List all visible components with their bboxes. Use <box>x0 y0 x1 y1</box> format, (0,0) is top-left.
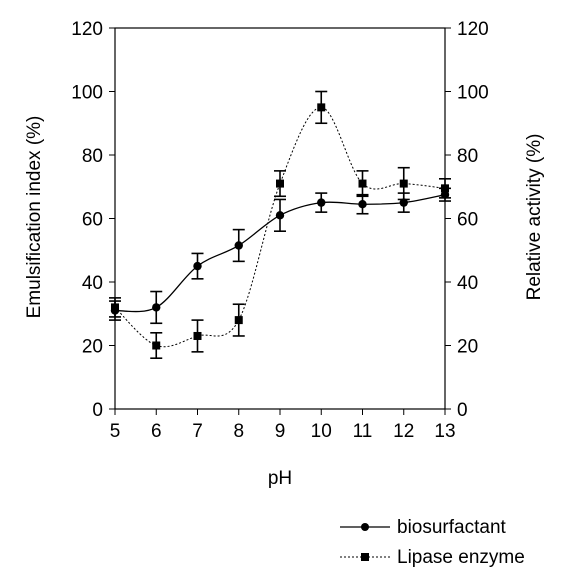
data-point-lipase-enzyme-10 <box>317 103 326 112</box>
x-tick-label-5: 5 <box>110 421 121 442</box>
y-axis-label-left: Emulsification index (%) <box>24 116 45 319</box>
data-point-lipase-enzyme-12 <box>399 179 408 188</box>
x-tick-label-12: 12 <box>393 421 414 442</box>
y-left-tick-label-120: 120 <box>71 19 103 40</box>
data-point-biosurfactant-8 <box>234 241 243 250</box>
y-left-tick-label-60: 60 <box>82 210 103 231</box>
y-left-tick-label-40: 40 <box>82 273 103 294</box>
data-point-biosurfactant-9 <box>275 211 285 220</box>
x-tick-label-7: 7 <box>192 421 203 442</box>
y-right-tick-label-20: 20 <box>457 337 478 358</box>
data-point-lipase-enzyme-13 <box>441 184 449 193</box>
data-point-biosurfactant-6 <box>152 303 161 312</box>
legend: biosurfactant Lipase enzyme <box>340 517 525 568</box>
y-right-tick-label-120: 120 <box>457 19 489 40</box>
legend-label-biosurfactant: biosurfactant <box>397 517 507 538</box>
y-right-tick-label-60: 60 <box>457 210 478 231</box>
y-left-tick-label-80: 80 <box>82 146 103 167</box>
data-point-lipase-enzyme-7 <box>193 331 202 340</box>
data-point-lipase-enzyme-9 <box>276 179 284 188</box>
x-tick-label-10: 10 <box>311 421 332 442</box>
legend-label-lipase-enzyme: Lipase enzyme <box>397 547 525 568</box>
data-point-biosurfactant-7 <box>193 261 202 271</box>
x-axis-label: pH <box>268 468 292 489</box>
y-right-tick-label-100: 100 <box>457 83 489 104</box>
x-tick-label-11: 11 <box>353 421 373 442</box>
data-point-biosurfactant-10 <box>317 198 326 207</box>
y-left-tick-label-20: 20 <box>82 337 103 358</box>
data-point-lipase-enzyme-11 <box>358 179 367 188</box>
y-right-tick-label-80: 80 <box>457 146 478 167</box>
y-left-tick-label-100: 100 <box>71 83 103 104</box>
data-point-biosurfactant-12 <box>399 198 408 207</box>
y-left-tick-label-0: 0 <box>92 400 103 421</box>
y-right-tick-label-40: 40 <box>457 273 478 294</box>
x-tick-label-6: 6 <box>151 421 162 442</box>
data-point-lipase-enzyme-5 <box>111 303 119 312</box>
data-point-biosurfactant-11 <box>358 200 367 209</box>
data-point-lipase-enzyme-8 <box>234 316 243 325</box>
x-tick-label-13: 13 <box>434 421 455 442</box>
x-tick-label-8: 8 <box>233 421 244 442</box>
x-tick-label-9: 9 <box>275 421 286 442</box>
y-right-tick-label-0: 0 <box>457 400 468 421</box>
legend-marker-biosurfactant <box>361 523 369 531</box>
legend-marker-lipase-enzyme <box>361 553 369 561</box>
data-point-lipase-enzyme-6 <box>152 341 161 350</box>
y-axis-label-right: Relative activity (%) <box>524 134 545 301</box>
